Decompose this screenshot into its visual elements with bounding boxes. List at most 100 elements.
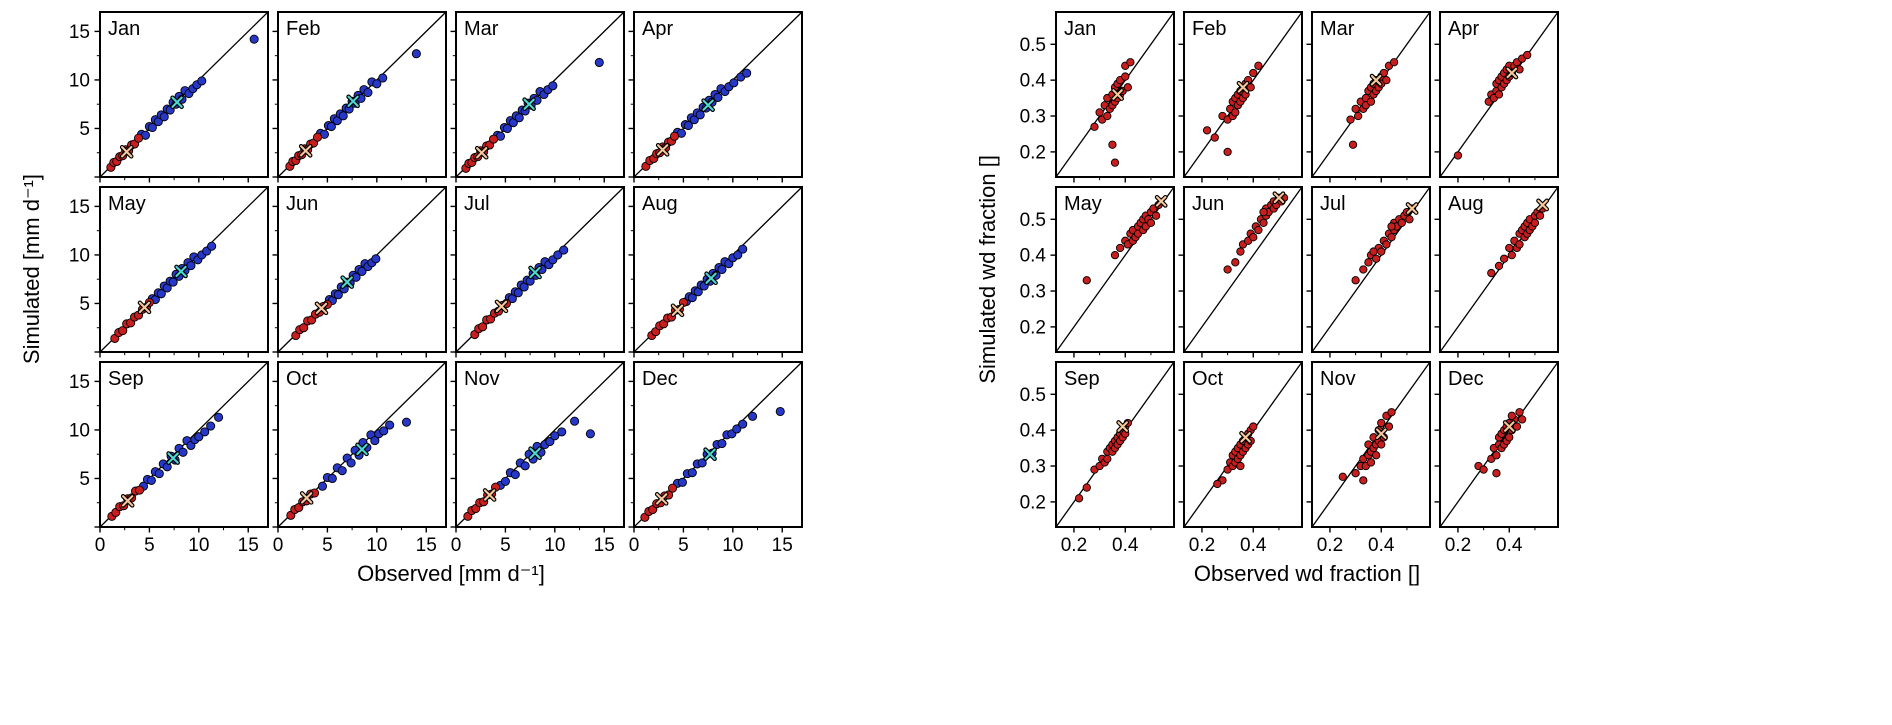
svg-text:10: 10 <box>69 70 90 91</box>
month-label-precip-mar: Mar <box>464 18 499 40</box>
svg-text:0.2: 0.2 <box>1317 535 1343 556</box>
svg-text:5: 5 <box>79 469 90 490</box>
svg-text:0.4: 0.4 <box>1368 535 1395 556</box>
wdfraction-x-axis-label: Observed wd fraction [] <box>1193 561 1421 586</box>
month-label-precip-dec: Dec <box>642 368 678 390</box>
svg-text:0.4: 0.4 <box>1240 535 1267 556</box>
subplot-precip-aug: Aug <box>628 186 803 358</box>
svg-text:0.2: 0.2 <box>1061 535 1087 556</box>
svg-text:10: 10 <box>69 245 90 266</box>
svg-text:15: 15 <box>238 535 259 556</box>
svg-text:0.3: 0.3 <box>1020 107 1046 128</box>
subplot-precip-apr: Apr <box>628 11 803 183</box>
wdfraction-y-axis-label-text: Simulated wd fraction [] <box>975 155 1000 384</box>
subplot-wdfraction-jan: 0.2 0.3 0.4 0.5 Jan <box>1020 11 1175 183</box>
svg-text:0.4: 0.4 <box>1496 535 1523 556</box>
subplot-precip-sep: 0 5 10 15 5 10 15 Sep <box>69 361 269 556</box>
subplot-wdfraction-oct: 0.2 0.4 Oct <box>1178 361 1303 556</box>
svg-text:0.2: 0.2 <box>1020 142 1046 163</box>
svg-text:10: 10 <box>544 535 565 556</box>
precip-subplot-grid: 5 10 15 Jan Feb Mar Apr 5 10 15 May Jun Jul Aug 0 5 10 15… <box>50 11 803 556</box>
svg-text:15: 15 <box>772 535 793 556</box>
wdfraction-panel: Simulated wd fraction [] 0.2 0.3 0.4 0.5 Jan… <box>970 11 1559 587</box>
svg-text:0.5: 0.5 <box>1020 210 1046 231</box>
svg-text:10: 10 <box>69 420 90 441</box>
subplot-precip-feb: Feb <box>272 11 447 183</box>
precip-y-axis-label-text: Simulated [mm d⁻¹] <box>19 174 44 365</box>
svg-text:15: 15 <box>69 197 90 218</box>
svg-text:0.3: 0.3 <box>1020 457 1046 478</box>
month-label-wdfraction-jan: Jan <box>1064 18 1096 40</box>
subplot-precip-mar: Mar <box>450 11 625 183</box>
svg-text:10: 10 <box>188 535 209 556</box>
svg-text:10: 10 <box>722 535 743 556</box>
month-label-precip-jan: Jan <box>108 18 140 40</box>
svg-text:0.4: 0.4 <box>1112 535 1139 556</box>
month-label-precip-sep: Sep <box>108 368 144 390</box>
subplot-wdfraction-aug: Aug <box>1434 186 1559 358</box>
subplot-precip-may: 5 10 15 May <box>69 186 269 358</box>
svg-text:0: 0 <box>629 535 640 556</box>
month-label-wdfraction-jul: Jul <box>1320 193 1346 215</box>
month-label-precip-aug: Aug <box>642 193 678 215</box>
month-label-precip-jul: Jul <box>464 193 490 215</box>
wdfraction-y-axis-label: Simulated wd fraction [] <box>970 12 1006 527</box>
precip-y-axis-label: Simulated [mm d⁻¹] <box>14 12 50 527</box>
svg-text:0.4: 0.4 <box>1020 246 1047 267</box>
subplot-wdfraction-mar: Mar <box>1306 11 1431 183</box>
svg-text:0.2: 0.2 <box>1020 492 1046 513</box>
month-label-wdfraction-may: May <box>1064 193 1102 215</box>
svg-text:0.3: 0.3 <box>1020 282 1046 303</box>
svg-text:5: 5 <box>144 535 155 556</box>
subplot-wdfraction-jul: Jul <box>1306 186 1431 358</box>
subplot-precip-oct: 0 5 10 15 Oct <box>272 361 447 556</box>
svg-text:0.4: 0.4 <box>1020 71 1047 92</box>
svg-text:0: 0 <box>273 535 284 556</box>
subplot-wdfraction-nov: 0.2 0.4 Nov <box>1306 361 1431 556</box>
svg-text:10: 10 <box>366 535 387 556</box>
svg-text:0.4: 0.4 <box>1020 421 1047 442</box>
subplot-precip-nov: 0 5 10 15 Nov <box>450 361 625 556</box>
svg-text:15: 15 <box>594 535 615 556</box>
month-label-precip-oct: Oct <box>286 368 318 390</box>
month-label-wdfraction-sep: Sep <box>1064 368 1100 390</box>
month-label-wdfraction-apr: Apr <box>1448 18 1479 40</box>
month-label-wdfraction-mar: Mar <box>1320 18 1355 40</box>
subplot-wdfraction-apr: Apr <box>1434 11 1559 183</box>
svg-text:5: 5 <box>322 535 333 556</box>
subplot-wdfraction-feb: Feb <box>1178 11 1303 183</box>
month-label-precip-nov: Nov <box>464 368 500 390</box>
wdfraction-panel-body: 0.2 0.3 0.4 0.5 Jan Feb Mar Apr 0.2 0.3 0.4 0.5 May J… <box>1006 11 1559 587</box>
precip-x-axis-label: Observed [mm d⁻¹] <box>357 561 545 586</box>
svg-text:15: 15 <box>416 535 437 556</box>
month-label-wdfraction-oct: Oct <box>1192 368 1224 390</box>
month-label-wdfraction-jun: Jun <box>1192 193 1224 215</box>
svg-text:0.2: 0.2 <box>1445 535 1471 556</box>
svg-text:0.5: 0.5 <box>1020 385 1046 406</box>
svg-text:0: 0 <box>95 535 106 556</box>
figure: Simulated [mm d⁻¹] 5 10 15 Jan Feb Mar Apr 5 10 1… <box>14 11 1559 587</box>
svg-text:0: 0 <box>451 535 462 556</box>
month-label-wdfraction-nov: Nov <box>1320 368 1356 390</box>
precip-panel-body: 5 10 15 Jan Feb Mar Apr 5 10 15 May Jun Jul Aug 0 5 10 15… <box>50 11 803 587</box>
subplot-wdfraction-jun: Jun <box>1178 186 1303 358</box>
svg-text:5: 5 <box>678 535 689 556</box>
wdfraction-subplot-grid: 0.2 0.3 0.4 0.5 Jan Feb Mar Apr 0.2 0.3 0.4 0.5 May J… <box>1006 11 1559 556</box>
svg-text:0.2: 0.2 <box>1020 317 1046 338</box>
month-label-precip-apr: Apr <box>642 18 673 40</box>
svg-text:0.2: 0.2 <box>1189 535 1215 556</box>
month-label-wdfraction-aug: Aug <box>1448 193 1484 215</box>
svg-text:15: 15 <box>69 372 90 393</box>
month-label-wdfraction-dec: Dec <box>1448 368 1484 390</box>
precip-panel: Simulated [mm d⁻¹] 5 10 15 Jan Feb Mar Apr 5 10 1… <box>14 11 803 587</box>
svg-text:15: 15 <box>69 22 90 43</box>
month-label-precip-feb: Feb <box>286 18 320 40</box>
svg-text:5: 5 <box>500 535 511 556</box>
svg-text:5: 5 <box>79 294 90 315</box>
subplot-wdfraction-sep: 0.2 0.4 0.2 0.3 0.4 0.5 Sep <box>1020 361 1175 556</box>
subplot-precip-dec: 0 5 10 15 Dec <box>628 361 803 556</box>
subplot-precip-jan: 5 10 15 Jan <box>69 11 269 183</box>
subplot-wdfraction-may: 0.2 0.3 0.4 0.5 May <box>1020 186 1175 358</box>
svg-text:5: 5 <box>79 119 90 140</box>
subplot-wdfraction-dec: 0.2 0.4 Dec <box>1434 361 1559 556</box>
